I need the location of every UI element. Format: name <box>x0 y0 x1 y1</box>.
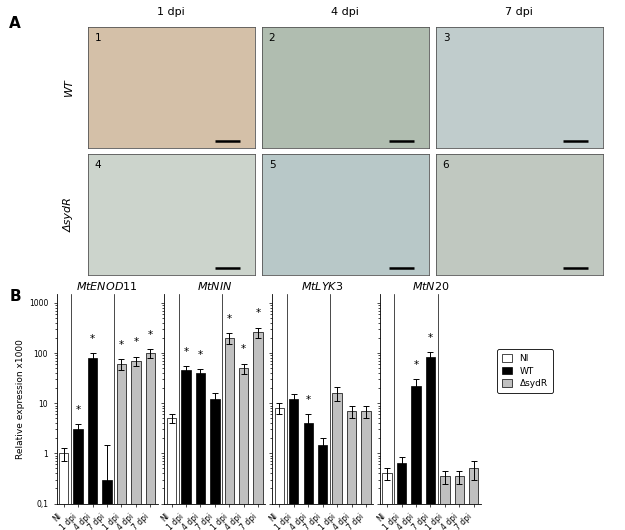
Text: A: A <box>9 16 21 31</box>
Bar <box>382 473 392 530</box>
Text: *: * <box>119 340 124 350</box>
Bar <box>59 453 68 530</box>
Bar <box>254 332 263 530</box>
Bar <box>411 386 421 530</box>
Bar <box>181 370 191 530</box>
Text: 1: 1 <box>95 33 101 43</box>
Bar <box>397 463 406 530</box>
Bar <box>440 476 449 530</box>
Bar <box>224 338 234 530</box>
Bar <box>289 399 299 530</box>
Title: $\it{MtLYK3}$: $\it{MtLYK3}$ <box>301 280 344 292</box>
Bar <box>469 469 479 530</box>
Bar <box>102 480 112 530</box>
Bar <box>426 357 435 530</box>
Bar <box>318 445 328 530</box>
Text: 7 dpi: 7 dpi <box>506 7 533 17</box>
Text: *: * <box>148 330 153 340</box>
Text: *: * <box>428 332 433 342</box>
Text: 2: 2 <box>269 33 276 43</box>
Bar <box>239 368 248 530</box>
Text: *: * <box>198 350 203 359</box>
Bar <box>332 393 342 530</box>
Text: 4 dpi: 4 dpi <box>331 7 359 17</box>
Bar <box>210 399 219 530</box>
Text: *: * <box>414 360 419 370</box>
Text: 4: 4 <box>95 160 101 170</box>
Bar <box>88 358 98 530</box>
Text: 5: 5 <box>269 160 276 170</box>
Text: ΔsydR: ΔsydR <box>64 197 74 232</box>
Bar <box>117 364 126 530</box>
Text: *: * <box>183 347 189 357</box>
Text: *: * <box>227 314 232 324</box>
Text: 6: 6 <box>442 160 449 170</box>
Text: *: * <box>133 337 139 347</box>
Title: $\it{MtN20}$: $\it{MtN20}$ <box>412 280 449 292</box>
Text: *: * <box>76 405 81 415</box>
Legend: NI, WT, ΔsydR: NI, WT, ΔsydR <box>497 349 553 393</box>
Text: *: * <box>90 333 95 343</box>
Text: WT: WT <box>64 78 74 96</box>
Bar <box>304 423 313 530</box>
Bar <box>74 429 83 530</box>
Title: $\it{MtNIN}$: $\it{MtNIN}$ <box>197 280 232 292</box>
Text: 3: 3 <box>442 33 449 43</box>
Title: $\it{MtENOD11}$: $\it{MtENOD11}$ <box>76 280 138 292</box>
Bar <box>167 418 176 530</box>
Bar <box>454 476 464 530</box>
Text: B: B <box>9 289 21 304</box>
Text: *: * <box>241 344 246 354</box>
Bar <box>196 373 205 530</box>
Text: *: * <box>256 308 261 318</box>
Bar <box>347 411 356 530</box>
Text: *: * <box>306 395 311 405</box>
Bar <box>131 361 141 530</box>
Bar <box>274 408 284 530</box>
Bar <box>361 411 371 530</box>
Y-axis label: Relative expression x1000: Relative expression x1000 <box>16 339 24 459</box>
Text: 1 dpi: 1 dpi <box>158 7 185 17</box>
Bar <box>146 353 155 530</box>
